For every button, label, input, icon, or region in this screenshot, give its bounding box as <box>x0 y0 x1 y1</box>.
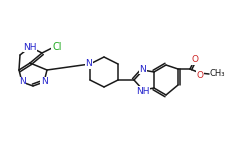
Text: O: O <box>192 56 198 64</box>
Text: Cl: Cl <box>52 42 62 52</box>
Text: N: N <box>140 64 146 74</box>
Text: N: N <box>40 78 48 87</box>
Text: N: N <box>86 60 92 69</box>
Text: NH: NH <box>136 87 150 96</box>
Text: O: O <box>196 70 203 80</box>
Text: NH: NH <box>23 42 37 51</box>
Text: N: N <box>18 78 26 87</box>
Text: CH₃: CH₃ <box>210 69 226 78</box>
